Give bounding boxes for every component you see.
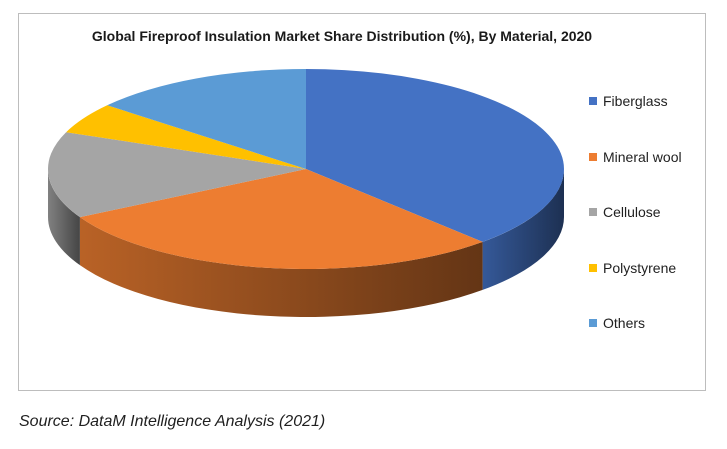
pie-slice-cellulose bbox=[48, 132, 307, 218]
pie-chart bbox=[47, 69, 564, 317]
pie-slice-mineral-wool bbox=[79, 169, 483, 269]
pie-slice-polystyrene bbox=[66, 105, 306, 169]
source-note: Source: DataM Intelligence Analysis (202… bbox=[19, 413, 326, 430]
pie-slice-fiberglass bbox=[306, 69, 564, 242]
pie-slice-others bbox=[107, 69, 306, 169]
chart-title: Global Fireproof Insulation Market Share… bbox=[91, 28, 593, 44]
pie-side-cellulose bbox=[47, 169, 80, 266]
legend-label: Fiberglass bbox=[603, 93, 668, 109]
pie-side-fiberglass bbox=[482, 169, 564, 290]
legend-item: Polystyrene bbox=[589, 259, 676, 277]
chart-frame: Global Fireproof Insulation Market Share… bbox=[18, 13, 706, 391]
legend-item: Mineral wool bbox=[589, 148, 682, 166]
legend-swatch bbox=[589, 97, 597, 105]
legend-label: Polystyrene bbox=[603, 259, 677, 276]
pie-side-mineral-wool bbox=[79, 217, 483, 317]
legend-item: Others bbox=[589, 314, 645, 332]
legend-swatch bbox=[589, 208, 597, 216]
legend-item: Cellulose bbox=[589, 203, 661, 221]
legend-swatch bbox=[589, 263, 597, 272]
legend-label: Others bbox=[603, 315, 646, 331]
legend-swatch bbox=[589, 152, 597, 161]
legend-item: Fiberglass bbox=[589, 92, 668, 110]
legend-label: Mineral wool bbox=[603, 148, 682, 165]
legend-label: Cellulose bbox=[603, 204, 661, 220]
legend-swatch bbox=[589, 319, 597, 327]
